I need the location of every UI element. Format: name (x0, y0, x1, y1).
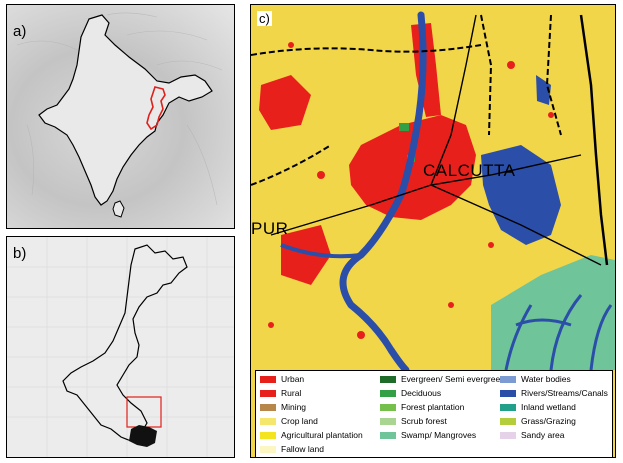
urban-west (259, 75, 311, 130)
city-label-west: PUR (251, 219, 289, 238)
legend-swatch (380, 375, 396, 383)
study-area-box (126, 396, 162, 428)
legend-item-mining: Mining (260, 402, 306, 412)
legend-label: Agricultural plantation (281, 430, 363, 440)
panel-a-india-map: a) (6, 4, 235, 229)
legend-item-forest-plantation: Forest plantation (380, 402, 464, 412)
sundarbans-delta (129, 425, 157, 447)
district-boundaries (251, 14, 562, 186)
legend-label: Water bodies (521, 374, 571, 384)
west-bengal-map-svg (7, 237, 234, 457)
legend-item-agricultural-plantation: Agricultural plantation (260, 430, 363, 440)
legend-label: Fallow land (281, 444, 324, 454)
legend-swatch (260, 403, 276, 411)
legend-swatch (500, 375, 516, 383)
legend-item-inland-wetland: Inland wetland (500, 402, 576, 412)
legend-label: Scrub forest (401, 416, 447, 426)
eastern-wetlands (481, 145, 561, 245)
legend-label: Evergreen/ Semi evergreen (401, 374, 505, 384)
legend-swatch (260, 375, 276, 383)
legend-item-swamp-mangroves: Swamp/ Mangroves (380, 430, 476, 440)
legend-label: Deciduous (401, 388, 442, 398)
panel-b-label: b) (13, 245, 27, 262)
legend-swatch (500, 417, 516, 425)
legend-item-deciduous: Deciduous (380, 388, 441, 398)
legend-label: Swamp/ Mangroves (401, 430, 477, 440)
legend-swatch (380, 403, 396, 411)
legend-item-rural: Rural (260, 388, 301, 398)
legend-label: Rivers/Streams/Canals (521, 388, 608, 398)
legend-label: Forest plantation (401, 402, 465, 412)
legend-item-sandy-area: Sandy area (500, 430, 564, 440)
legend-swatch (260, 389, 276, 397)
urban-southwest (281, 225, 331, 285)
coastline-east (579, 14, 609, 266)
legend-swatch (500, 431, 516, 439)
west-bengal-outline (146, 86, 166, 131)
legend-item-water-bodies: Water bodies (500, 374, 571, 384)
srilanka-outline (112, 200, 125, 218)
legend-swatch (260, 445, 276, 453)
legend-item-fallow-land: Fallow land (260, 444, 324, 454)
india-outline (38, 14, 213, 206)
legend-item-rivers: Rivers/Streams/Canals (500, 388, 608, 398)
legend-swatch (380, 389, 396, 397)
panel-a-label: a) (13, 23, 27, 40)
legend-item-crop-land: Crop land (260, 416, 318, 426)
legend-label: Grass/Grazing (521, 416, 576, 426)
roads (270, 14, 602, 266)
river-tributary (280, 243, 362, 259)
legend-item-evergreen: Evergreen/ Semi evergreen (380, 374, 505, 384)
legend-swatch (260, 431, 276, 439)
west-bengal-state-outline (62, 244, 188, 442)
mangrove-area (491, 255, 615, 370)
india-map-svg (16, 12, 223, 218)
mangrove-creeks (504, 294, 613, 371)
legend-swatch (380, 431, 396, 439)
legend-item-grass-grazing: Grass/Grazing (500, 416, 576, 426)
legend-label: Crop land (281, 416, 318, 426)
legend-swatch (380, 417, 396, 425)
legend-label: Sandy area (521, 430, 565, 440)
hooghly-river (339, 11, 427, 374)
rural-settlements (268, 42, 554, 339)
legend-swatch (500, 403, 516, 411)
legend-label: Mining (281, 402, 307, 412)
legend-label: Inland wetland (521, 402, 576, 412)
legend-label: Urban (281, 374, 305, 384)
legend-swatch (260, 417, 276, 425)
land-use-map-svg (251, 11, 615, 374)
legend-swatch (500, 389, 516, 397)
city-label-calcutta: CALCUTTA (423, 161, 516, 180)
panel-c-land-use-map: c) (250, 4, 616, 458)
urban-core (349, 115, 476, 220)
map-legend: Urban Rural Mining Crop land Agricultura… (255, 370, 613, 457)
panel-b-west-bengal-map: b) (6, 236, 235, 458)
legend-label: Rural (281, 388, 302, 398)
legend-item-urban: Urban (260, 374, 304, 384)
legend-item-scrub-forest: Scrub forest (380, 416, 447, 426)
panel-c-label: c) (257, 11, 272, 26)
